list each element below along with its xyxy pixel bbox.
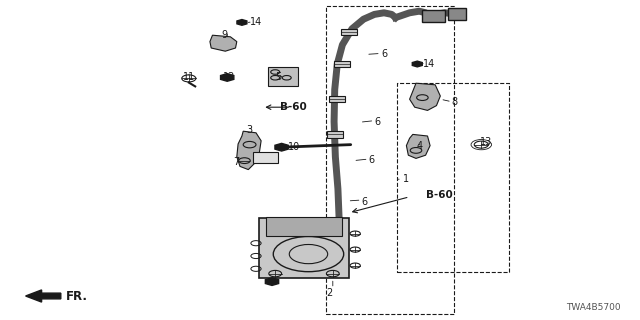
- Polygon shape: [275, 143, 288, 151]
- Polygon shape: [410, 83, 440, 110]
- Text: 14: 14: [422, 59, 435, 69]
- Text: B-60: B-60: [426, 190, 452, 200]
- Polygon shape: [268, 67, 298, 86]
- Text: 8: 8: [451, 97, 458, 108]
- Polygon shape: [210, 35, 237, 51]
- Bar: [448, 8, 466, 20]
- Polygon shape: [406, 134, 430, 158]
- Polygon shape: [237, 131, 261, 170]
- Bar: [327, 131, 343, 138]
- Text: B-60: B-60: [280, 102, 307, 112]
- Polygon shape: [266, 278, 278, 285]
- Bar: [253, 152, 278, 163]
- Bar: [326, 6, 454, 314]
- Text: 7: 7: [234, 156, 240, 167]
- Text: 2: 2: [326, 288, 333, 298]
- Bar: [259, 218, 349, 278]
- FancyArrow shape: [26, 290, 61, 302]
- Text: 10: 10: [288, 142, 301, 152]
- Text: 4: 4: [416, 140, 422, 151]
- Bar: [341, 29, 357, 35]
- Bar: [330, 96, 346, 102]
- Text: 3: 3: [246, 124, 253, 135]
- Polygon shape: [221, 74, 234, 81]
- Text: 6: 6: [374, 116, 381, 127]
- Text: 6: 6: [362, 196, 368, 207]
- Polygon shape: [237, 20, 247, 25]
- Text: 6: 6: [368, 155, 374, 165]
- Bar: [397, 83, 509, 272]
- Text: 6: 6: [381, 49, 387, 60]
- Bar: [422, 10, 445, 22]
- Text: FR.: FR.: [66, 290, 88, 302]
- Text: TWA4B5700: TWA4B5700: [566, 303, 621, 312]
- Text: 1: 1: [403, 174, 410, 184]
- Bar: [266, 217, 342, 236]
- Text: 11: 11: [182, 72, 195, 82]
- Text: 13: 13: [480, 137, 493, 148]
- Text: 14: 14: [250, 17, 262, 28]
- Text: 12: 12: [223, 72, 236, 82]
- Text: 5: 5: [275, 72, 282, 82]
- Polygon shape: [412, 61, 422, 67]
- Text: 9: 9: [221, 30, 227, 40]
- Bar: [335, 61, 351, 67]
